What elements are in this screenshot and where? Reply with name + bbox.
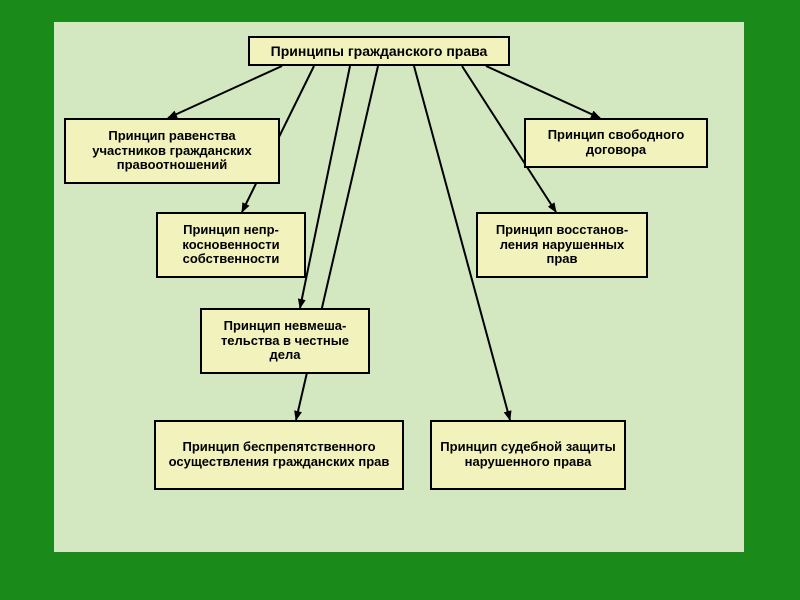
node-prop: Принцип непр-косновенности собственности (156, 212, 306, 278)
node-unimp: Принцип беспрепятственного осуществления… (154, 420, 404, 490)
slide-outer: Принципы гражданского права Принцип равен… (0, 0, 800, 600)
node-root: Принципы гражданского права (248, 36, 510, 66)
node-court: Принцип судебной защиты нарушенного прав… (430, 420, 626, 490)
node-eq: Принцип равенства участников гражданских… (64, 118, 280, 184)
node-free: Принцип свободного договора (524, 118, 708, 168)
node-nonint: Принцип невмеша-тельства в честные дела (200, 308, 370, 374)
node-rest: Принцип восстанов-ления нарушенных прав (476, 212, 648, 278)
